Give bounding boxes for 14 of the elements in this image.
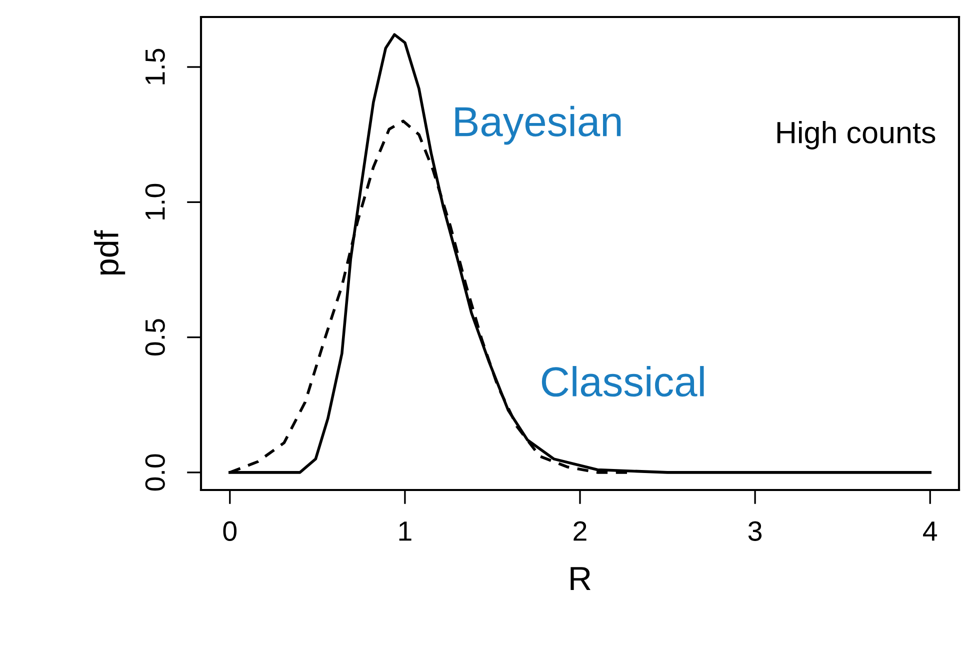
x-axis-title: R — [570, 567, 590, 590]
y-tick-label: 1.0 — [145, 184, 165, 220]
y-tick-label: 0.5 — [145, 319, 165, 356]
x-tick-label: 4 — [923, 522, 938, 541]
y-tick-label: 0.0 — [145, 454, 165, 491]
x-tick-label: 2 — [574, 521, 586, 541]
annotation: Classical — [542, 366, 704, 397]
y-tick-label: 1.5 — [146, 48, 165, 84]
annotation: High counts — [777, 120, 936, 150]
annotation: Bayesian — [455, 106, 621, 145]
y-axis-title: pdf — [94, 230, 126, 275]
x-tick-label: 1 — [399, 522, 412, 541]
x-tick-label: 0 — [223, 521, 237, 541]
x-tick-label: 3 — [748, 521, 762, 541]
